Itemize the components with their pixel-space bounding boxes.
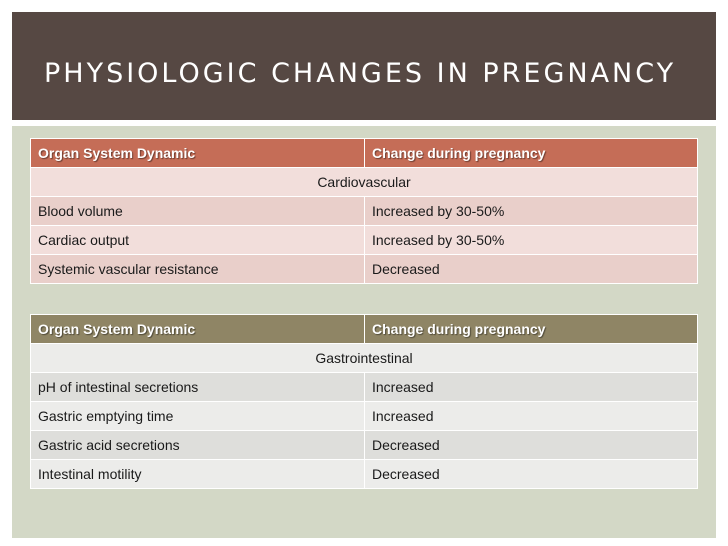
cell-change: Decreased (364, 430, 698, 460)
cell-dynamic: pH of intestinal secretions (30, 372, 365, 402)
table-row: Intestinal motility Decreased (30, 459, 698, 489)
cell-dynamic: Intestinal motility (30, 459, 365, 489)
category-row: Gastrointestinal (30, 343, 698, 373)
gastrointestinal-table: Organ System Dynamic Change during pregn… (30, 314, 698, 489)
table-header-row: Organ System Dynamic Change during pregn… (30, 314, 698, 344)
title-bar (12, 12, 716, 120)
cell-change: Increased (364, 401, 698, 431)
category-cardiovascular: Cardiovascular (30, 167, 698, 197)
table-row: Systemic vascular resistance Decreased (30, 254, 698, 284)
cell-dynamic: Gastric emptying time (30, 401, 365, 431)
table-row: Gastric acid secretions Decreased (30, 430, 698, 460)
category-row: Cardiovascular (30, 167, 698, 197)
table-row: Blood volume Increased by 30-50% (30, 196, 698, 226)
table-header-row: Organ System Dynamic Change during pregn… (30, 138, 698, 168)
header-organ-system: Organ System Dynamic (30, 314, 365, 344)
cell-dynamic: Systemic vascular resistance (30, 254, 365, 284)
cell-change: Decreased (364, 459, 698, 489)
cell-change: Increased by 30-50% (364, 225, 698, 255)
cell-change: Decreased (364, 254, 698, 284)
header-organ-system: Organ System Dynamic (30, 138, 365, 168)
cell-change: Increased by 30-50% (364, 196, 698, 226)
table-row: Cardiac output Increased by 30-50% (30, 225, 698, 255)
cell-dynamic: Blood volume (30, 196, 365, 226)
cell-change: Increased (364, 372, 698, 402)
table-row: pH of intestinal secretions Increased (30, 372, 698, 402)
table-row: Gastric emptying time Increased (30, 401, 698, 431)
slide-title: PHYSIOLOGIC CHANGES IN PREGNANCY (44, 58, 677, 89)
header-change: Change during pregnancy (364, 314, 698, 344)
cell-dynamic: Gastric acid secretions (30, 430, 365, 460)
cell-dynamic: Cardiac output (30, 225, 365, 255)
cardiovascular-table: Organ System Dynamic Change during pregn… (30, 138, 698, 284)
category-gastrointestinal: Gastrointestinal (30, 343, 698, 373)
header-change: Change during pregnancy (364, 138, 698, 168)
